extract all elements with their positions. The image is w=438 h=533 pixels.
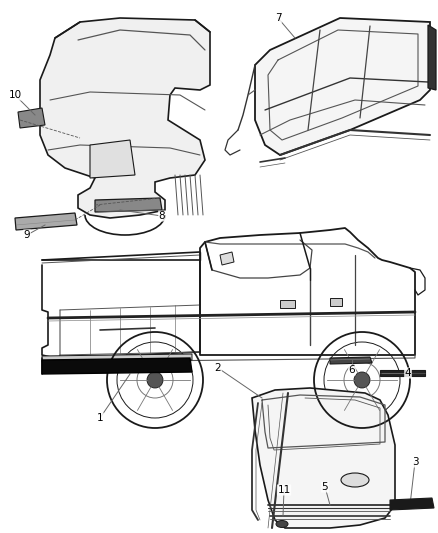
Polygon shape (95, 198, 162, 212)
Polygon shape (255, 18, 430, 155)
Polygon shape (220, 252, 234, 265)
Polygon shape (390, 498, 434, 510)
Text: 5: 5 (321, 482, 328, 492)
Polygon shape (252, 388, 395, 528)
Polygon shape (42, 354, 192, 362)
Text: 2: 2 (215, 363, 221, 373)
Text: 6: 6 (349, 365, 355, 375)
Polygon shape (280, 300, 295, 308)
Ellipse shape (276, 521, 288, 528)
Ellipse shape (341, 473, 369, 487)
Text: 10: 10 (8, 90, 21, 100)
Text: 9: 9 (24, 230, 30, 240)
Polygon shape (380, 370, 425, 376)
Circle shape (354, 372, 370, 388)
Polygon shape (42, 358, 192, 374)
Text: 3: 3 (412, 457, 418, 467)
Polygon shape (18, 108, 45, 128)
Polygon shape (330, 357, 372, 364)
Text: 8: 8 (159, 211, 165, 221)
Polygon shape (90, 140, 135, 178)
Polygon shape (330, 298, 342, 306)
Circle shape (147, 372, 163, 388)
Polygon shape (428, 25, 436, 90)
Polygon shape (40, 18, 210, 218)
Text: 1: 1 (97, 413, 103, 423)
Text: 11: 11 (277, 485, 291, 495)
Text: 4: 4 (405, 368, 411, 378)
Text: 7: 7 (275, 13, 281, 23)
Polygon shape (15, 213, 77, 230)
